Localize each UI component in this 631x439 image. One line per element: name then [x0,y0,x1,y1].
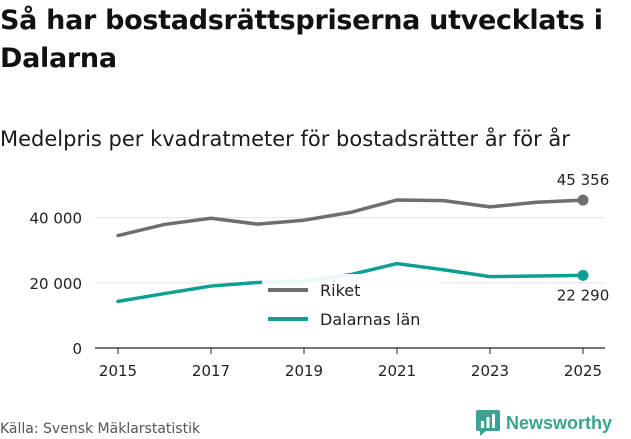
legend-label: Dalarnas län [320,310,420,329]
series-line-riket [116,198,585,238]
y-tick-label: 40 000 [30,210,83,228]
y-tick-label: 20 000 [30,275,83,293]
series-end-point [577,269,589,281]
newsworthy-logo-icon [476,410,500,436]
x-tick-label: 2023 [471,362,509,380]
x-tick-label: 2019 [285,362,323,380]
x-tick-label: 2017 [192,362,230,380]
x-tick-label: 2025 [564,362,602,380]
end-labels: 45 356 22 290 [557,171,610,304]
legend: Riket Dalarnas län [262,274,442,329]
newsworthy-logo-text: Newsworthy [506,412,613,433]
series-end-point [577,194,589,206]
x-tick-label: 2021 [378,362,416,380]
line-chart: 0 20 000 40 000 2015 2017 2019 2021 2023 2025 R… [30,171,610,380]
end-value-label: 45 356 [557,171,610,189]
x-tick-label: 2015 [99,362,137,380]
chart-subtitle: Medelpris per kvadratmeter för bostadsrä… [0,127,570,151]
y-tick-label: 0 [72,340,82,358]
x-axis-ticks: 2015 2017 2019 2021 2023 2025 [99,348,602,380]
source-note: Källa: Svensk Mäklarstatistik [0,421,201,437]
y-axis-ticks: 0 20 000 40 000 [30,210,83,358]
legend-label: Riket [320,281,360,300]
newsworthy-logo[interactable]: Newsworthy [476,408,612,438]
chart-title: Så har bostadsrättspriserna utvecklats i… [0,5,603,74]
end-value-label: 22 290 [557,286,610,304]
